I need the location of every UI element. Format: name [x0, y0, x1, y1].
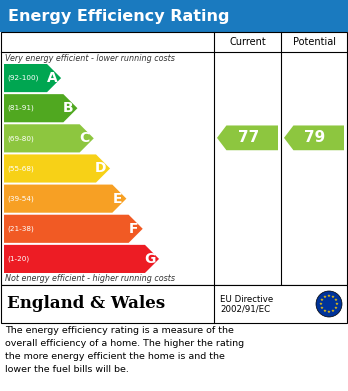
- Polygon shape: [4, 154, 110, 183]
- Bar: [1, 285, 347, 323]
- Text: Current: Current: [229, 37, 266, 47]
- Text: ★: ★: [323, 295, 327, 299]
- Text: England & Wales: England & Wales: [7, 296, 165, 312]
- Text: ★: ★: [331, 295, 335, 299]
- Text: ★: ★: [327, 294, 331, 298]
- Text: 79: 79: [304, 130, 326, 145]
- Text: A: A: [47, 71, 57, 85]
- Text: ★: ★: [334, 298, 338, 302]
- Bar: [1, 32, 347, 285]
- Text: D: D: [95, 161, 107, 176]
- Text: The energy efficiency rating is a measure of the
overall efficiency of a home. T: The energy efficiency rating is a measur…: [5, 326, 244, 373]
- Text: ★: ★: [323, 309, 327, 313]
- Text: (69-80): (69-80): [7, 135, 34, 142]
- Bar: [0, 0, 348, 32]
- Text: (55-68): (55-68): [7, 165, 34, 172]
- Polygon shape: [284, 126, 344, 150]
- Polygon shape: [4, 64, 61, 92]
- Text: Potential: Potential: [293, 37, 335, 47]
- Polygon shape: [4, 185, 126, 213]
- Text: ★: ★: [320, 298, 324, 302]
- Text: (81-91): (81-91): [7, 105, 34, 111]
- Text: ★: ★: [319, 302, 323, 306]
- Polygon shape: [4, 245, 159, 273]
- Text: B: B: [63, 101, 74, 115]
- Text: C: C: [79, 131, 90, 145]
- Text: 2002/91/EC: 2002/91/EC: [220, 305, 270, 314]
- Text: (92-100): (92-100): [7, 75, 38, 81]
- Text: ★: ★: [331, 309, 335, 313]
- Polygon shape: [4, 94, 78, 122]
- Text: Very energy efficient - lower running costs: Very energy efficient - lower running co…: [5, 54, 175, 63]
- Polygon shape: [4, 215, 143, 243]
- Polygon shape: [217, 126, 278, 150]
- Text: ★: ★: [335, 302, 339, 306]
- Text: ★: ★: [334, 306, 338, 310]
- Text: G: G: [144, 252, 156, 266]
- Text: Energy Efficiency Rating: Energy Efficiency Rating: [8, 9, 229, 23]
- Polygon shape: [4, 124, 94, 152]
- Text: Not energy efficient - higher running costs: Not energy efficient - higher running co…: [5, 274, 175, 283]
- Text: EU Directive: EU Directive: [220, 294, 273, 303]
- Text: 77: 77: [238, 130, 259, 145]
- Text: (1-20): (1-20): [7, 256, 29, 262]
- Circle shape: [316, 291, 342, 317]
- Text: E: E: [112, 192, 122, 206]
- Text: (21-38): (21-38): [7, 226, 34, 232]
- Text: (39-54): (39-54): [7, 196, 34, 202]
- Text: F: F: [129, 222, 138, 236]
- Text: ★: ★: [320, 306, 324, 310]
- Text: ★: ★: [327, 310, 331, 314]
